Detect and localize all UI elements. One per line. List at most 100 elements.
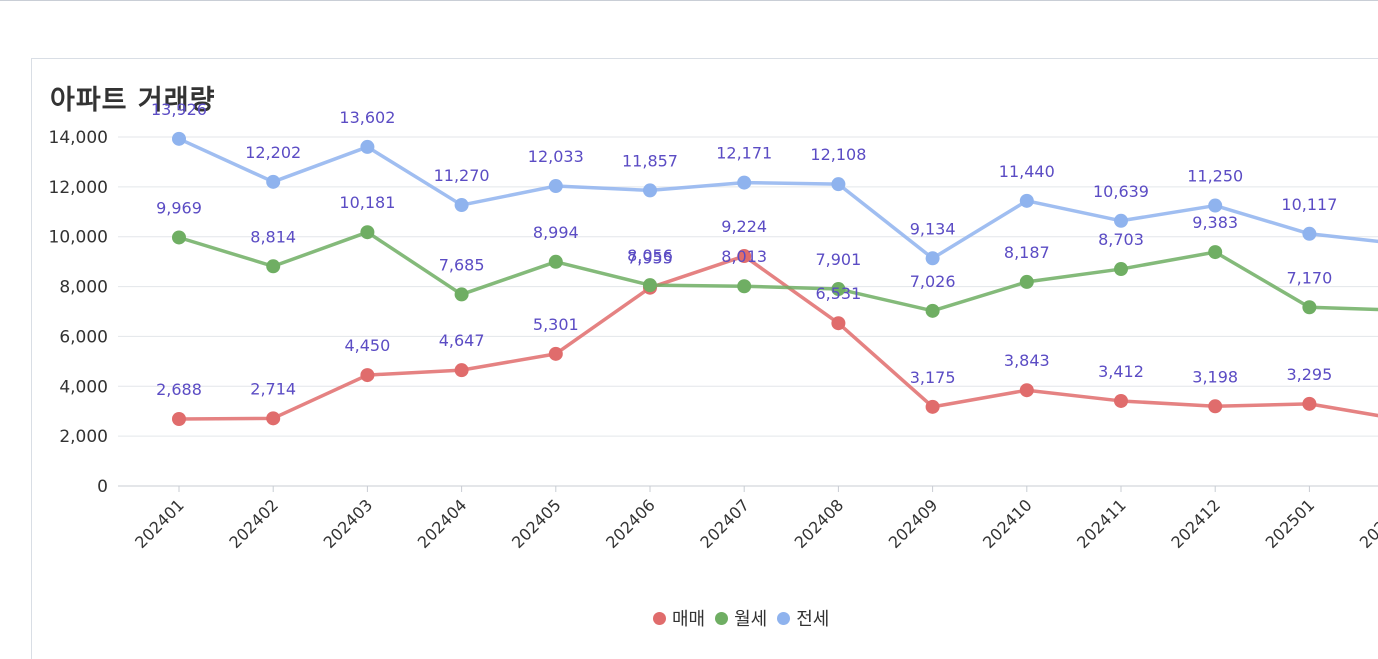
data-point: [1019, 193, 1034, 208]
data-label: 8,187: [1004, 243, 1050, 262]
y-tick-label: 12,000: [49, 178, 108, 198]
x-tick-label: 202407: [696, 495, 753, 552]
x-tick-label: 202401: [131, 495, 188, 552]
data-label: 11,250: [1187, 167, 1243, 186]
y-tick-label: 10,000: [49, 228, 108, 248]
x-tick-label: 202408: [791, 495, 848, 552]
data-label: 2,714: [250, 379, 296, 398]
data-point: [1114, 262, 1128, 277]
data-label: 2,688: [156, 380, 202, 399]
data-point: [172, 411, 186, 426]
data-point: [831, 282, 846, 297]
data-label: 9,969: [156, 198, 202, 217]
series-line-1: [177, 230, 1378, 313]
data-label: 8,994: [533, 223, 579, 242]
data-label: 10,639: [1093, 182, 1149, 201]
data-point: [1302, 300, 1317, 315]
x-tick-label: 202405: [508, 495, 565, 552]
data-label: 9,134: [910, 219, 956, 238]
data-label: 8,703: [1098, 230, 1144, 249]
x-tick-label: 202411: [1073, 495, 1130, 552]
x-tick-label: 202410: [979, 495, 1036, 552]
data-label: 11,857: [622, 151, 678, 170]
legend-marker-jeonse: [777, 611, 791, 625]
data-label: 13,602: [339, 108, 395, 127]
legend-label-jeonse: 전세: [796, 609, 830, 630]
data-label: 9,383: [1192, 213, 1238, 232]
data-point: [360, 225, 375, 240]
data-point: [548, 179, 563, 194]
legend-marker-maemae: [653, 611, 666, 625]
data-label: 5,301: [533, 315, 579, 334]
data-label: 3,412: [1098, 362, 1144, 381]
data-point: [737, 175, 752, 190]
data-label: 12,108: [810, 145, 866, 164]
data-point: [1019, 274, 1034, 289]
top-border: [0, 0, 1378, 1]
data-point: [1208, 198, 1223, 213]
legend-item-jeonse[interactable]: 전세: [777, 605, 829, 631]
data-label: 3,295: [1286, 365, 1332, 384]
x-tick-label: 202404: [414, 495, 471, 552]
legend-item-wolse[interactable]: 월세: [715, 605, 767, 631]
data-point: [172, 131, 186, 146]
data-label: 8,056: [627, 246, 673, 265]
data-label: 8,013: [721, 247, 767, 266]
data-point: [1208, 399, 1223, 414]
x-tick-label: 202412: [1167, 495, 1224, 552]
data-label: 7,955: [627, 249, 673, 268]
data-point: [1208, 245, 1223, 260]
data-label: 7,685: [439, 255, 485, 274]
data-label: 12,033: [528, 147, 584, 166]
x-tick-label: 202409: [885, 495, 942, 552]
data-point: [1302, 396, 1317, 411]
data-point: [172, 230, 186, 245]
data-label: 9,224: [721, 217, 767, 236]
data-label: 13,926: [151, 100, 207, 119]
data-label: 8,814: [250, 227, 296, 246]
x-tick-label: 202402: [225, 495, 282, 552]
data-label: 4,450: [344, 336, 390, 355]
data-label: 11,270: [434, 166, 490, 185]
data-point: [831, 177, 846, 192]
x-tick-label: 202406: [602, 495, 659, 552]
y-tick-label: 6,000: [59, 327, 108, 347]
legend-label-wolse: 월세: [734, 609, 768, 630]
data-point: [266, 259, 281, 274]
data-point: [454, 198, 469, 213]
data-point: [1019, 383, 1034, 398]
series-line-0: [177, 254, 1378, 421]
legend-item-maemae[interactable]: 매매: [653, 605, 705, 631]
data-label: 10,181: [339, 193, 395, 212]
data-point: [548, 346, 563, 361]
data-point: [454, 287, 469, 302]
data-label: 6,531: [815, 284, 861, 303]
x-tick-label: 202403: [320, 495, 377, 552]
data-point: [925, 399, 940, 414]
data-point: [925, 251, 940, 266]
x-tick-label: 202502: [1356, 495, 1378, 552]
data-point: [737, 249, 752, 264]
y-tick-label: 14,000: [49, 128, 108, 148]
data-label: 4,647: [439, 331, 485, 350]
legend-label-maemae: 매매: [672, 609, 706, 630]
data-point: [643, 278, 657, 293]
data-label: 7,170: [1286, 268, 1332, 287]
data-point: [1114, 213, 1128, 228]
data-point: [266, 174, 281, 189]
chart-card: [31, 58, 1378, 659]
data-label: 12,171: [716, 144, 772, 163]
x-tick-label: 202501: [1262, 495, 1319, 552]
data-point: [925, 303, 940, 318]
legend-marker-wolse: [715, 611, 729, 625]
data-point: [454, 363, 469, 378]
y-tick-label: 4,000: [59, 377, 108, 397]
data-label: 7,901: [815, 250, 861, 269]
data-point: [1302, 226, 1317, 241]
line-chart: 0 2,000 4,000 6,000 8,000 10,000 12,000 14,000 2…: [49, 100, 1378, 552]
data-label: 3,175: [910, 368, 956, 387]
data-point: [266, 411, 281, 426]
data-point: [360, 368, 375, 383]
data-point: [548, 254, 563, 269]
series-line-2: [177, 137, 1378, 261]
